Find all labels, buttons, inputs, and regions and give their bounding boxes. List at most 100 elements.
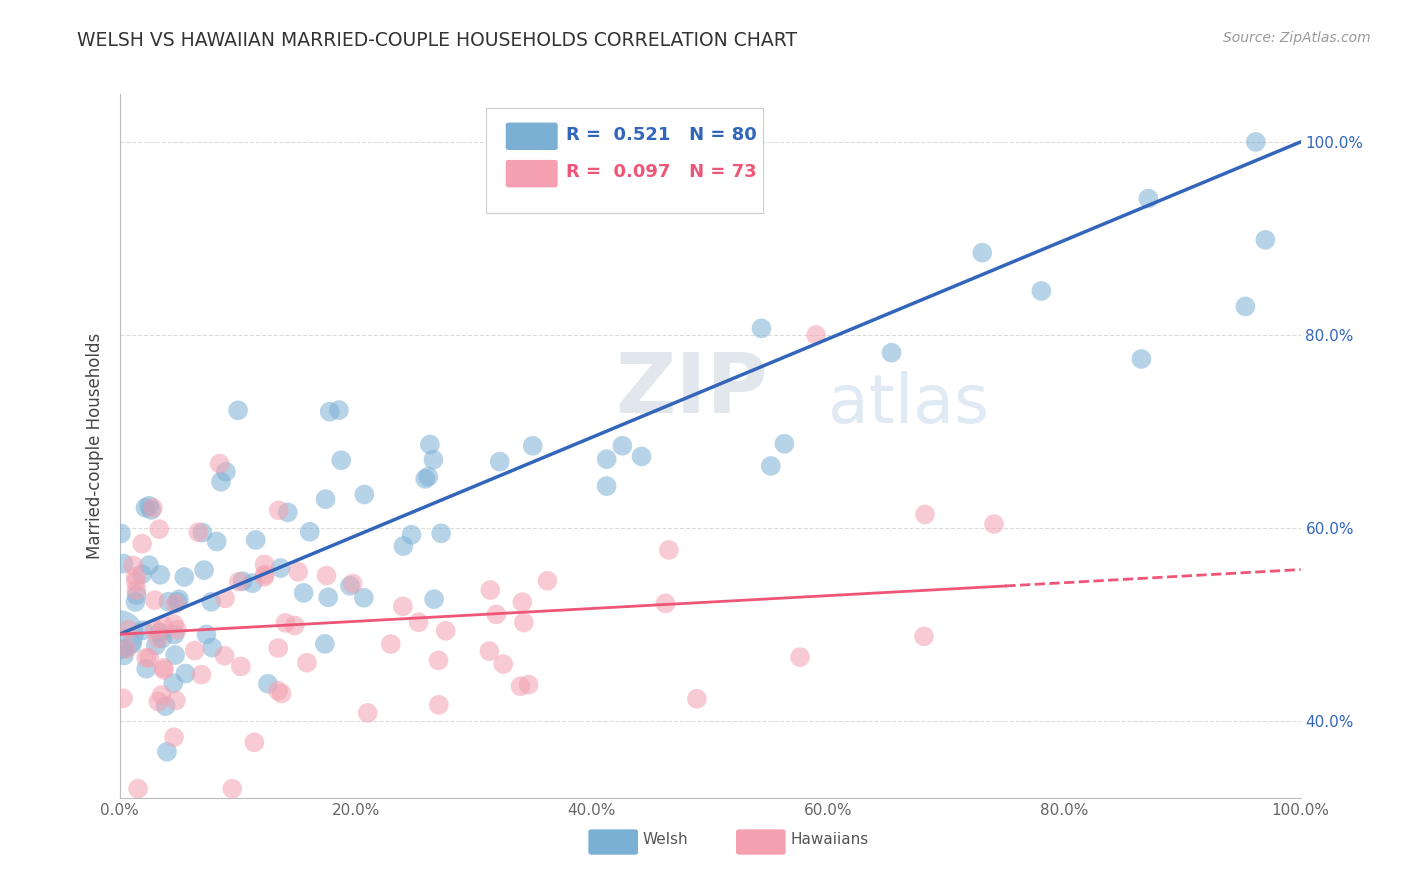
- Point: [143, 623, 166, 637]
- Point: [209, 475, 232, 489]
- Point: [509, 679, 531, 693]
- Point: [1137, 192, 1160, 206]
- Point: [983, 516, 1005, 531]
- Point: [1244, 135, 1267, 149]
- Point: [353, 487, 375, 501]
- Point: [135, 650, 157, 665]
- Point: [205, 534, 228, 549]
- Point: [134, 500, 156, 515]
- Point: [292, 586, 315, 600]
- Point: [110, 526, 132, 541]
- Text: WELSH VS HAWAIIAN MARRIED-COUPLE HOUSEHOLDS CORRELATION CHART: WELSH VS HAWAIIAN MARRIED-COUPLE HOUSEHO…: [77, 31, 797, 50]
- Point: [146, 632, 169, 646]
- Point: [150, 688, 173, 702]
- Point: [163, 731, 186, 745]
- Point: [422, 452, 444, 467]
- Point: [125, 583, 148, 598]
- Point: [315, 568, 337, 582]
- Point: [187, 525, 209, 540]
- Point: [342, 576, 364, 591]
- Text: atlas: atlas: [828, 371, 988, 437]
- Point: [173, 570, 195, 584]
- Point: [125, 574, 148, 589]
- Point: [229, 659, 252, 673]
- Point: [253, 567, 276, 582]
- Point: [267, 683, 290, 698]
- Point: [1031, 284, 1053, 298]
- Point: [419, 437, 441, 451]
- Point: [267, 640, 290, 655]
- Point: [274, 615, 297, 630]
- Point: [141, 503, 163, 517]
- Point: [149, 567, 172, 582]
- Point: [135, 662, 157, 676]
- Point: [245, 533, 267, 547]
- Point: [330, 453, 353, 467]
- Point: [166, 595, 188, 609]
- Point: [430, 526, 453, 541]
- Point: [155, 699, 177, 714]
- Point: [595, 479, 617, 493]
- Point: [253, 570, 276, 584]
- Point: [789, 650, 811, 665]
- Point: [298, 524, 321, 539]
- Point: [191, 525, 214, 540]
- Point: [612, 439, 634, 453]
- Point: [131, 567, 153, 582]
- Point: [152, 618, 174, 632]
- Point: [277, 505, 299, 519]
- FancyBboxPatch shape: [506, 122, 558, 150]
- Point: [138, 499, 160, 513]
- FancyBboxPatch shape: [588, 830, 638, 855]
- Point: [112, 641, 135, 656]
- Point: [214, 591, 236, 606]
- Text: Hawaiians: Hawaiians: [790, 832, 869, 847]
- Point: [295, 656, 318, 670]
- Point: [751, 321, 773, 335]
- Point: [138, 650, 160, 665]
- Point: [423, 592, 446, 607]
- Point: [513, 615, 536, 630]
- Point: [243, 735, 266, 749]
- Y-axis label: Married-couple Households: Married-couple Households: [86, 333, 104, 559]
- Point: [131, 537, 153, 551]
- Point: [221, 781, 243, 796]
- Point: [488, 455, 510, 469]
- Point: [914, 508, 936, 522]
- Point: [112, 691, 135, 706]
- Point: [434, 624, 457, 638]
- Point: [1130, 351, 1153, 366]
- Point: [156, 745, 179, 759]
- Point: [125, 570, 148, 584]
- Point: [174, 666, 197, 681]
- Point: [257, 677, 280, 691]
- Point: [163, 617, 186, 632]
- Point: [316, 591, 339, 605]
- Point: [153, 663, 176, 677]
- Point: [184, 643, 207, 657]
- Point: [630, 450, 652, 464]
- Point: [167, 592, 190, 607]
- Point: [267, 503, 290, 517]
- Point: [121, 637, 143, 651]
- Point: [654, 596, 676, 610]
- Point: [270, 686, 292, 700]
- Point: [804, 328, 827, 343]
- Point: [401, 528, 423, 542]
- FancyBboxPatch shape: [485, 108, 763, 213]
- Point: [427, 698, 450, 712]
- Point: [1234, 300, 1257, 314]
- Point: [127, 781, 149, 796]
- Point: [328, 403, 350, 417]
- Point: [166, 623, 188, 637]
- FancyBboxPatch shape: [735, 830, 786, 855]
- Point: [208, 457, 231, 471]
- Point: [492, 657, 515, 671]
- Point: [485, 607, 508, 622]
- Point: [1254, 233, 1277, 247]
- Point: [314, 637, 336, 651]
- Point: [517, 678, 540, 692]
- Point: [226, 403, 249, 417]
- Point: [427, 653, 450, 667]
- Point: [162, 676, 184, 690]
